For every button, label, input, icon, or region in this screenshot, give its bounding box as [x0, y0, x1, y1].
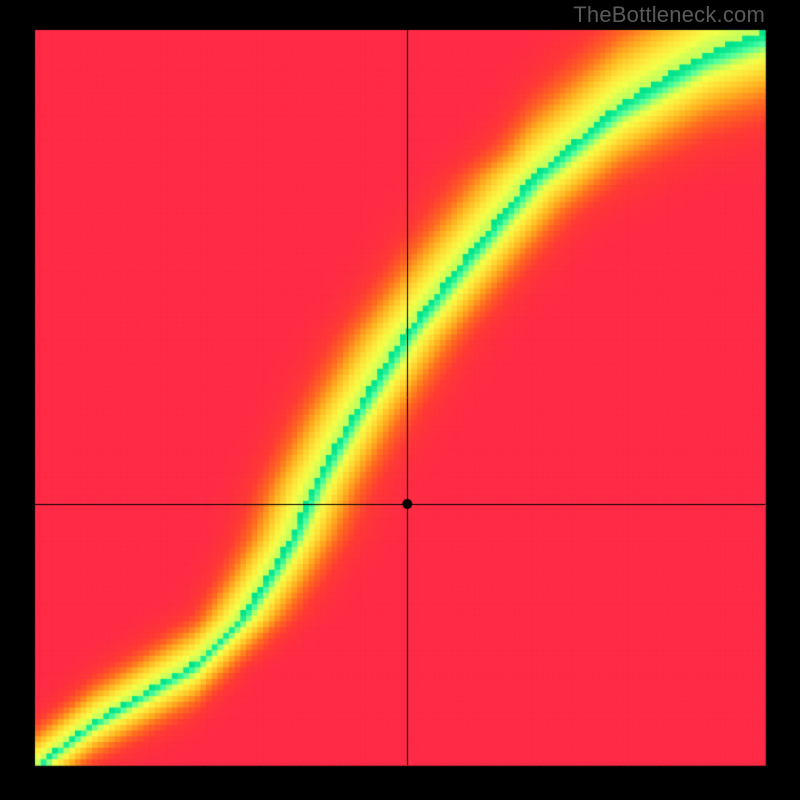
bottleneck-heatmap-canvas — [0, 0, 800, 800]
chart-container: { "meta": { "watermark_text": "TheBottle… — [0, 0, 800, 800]
